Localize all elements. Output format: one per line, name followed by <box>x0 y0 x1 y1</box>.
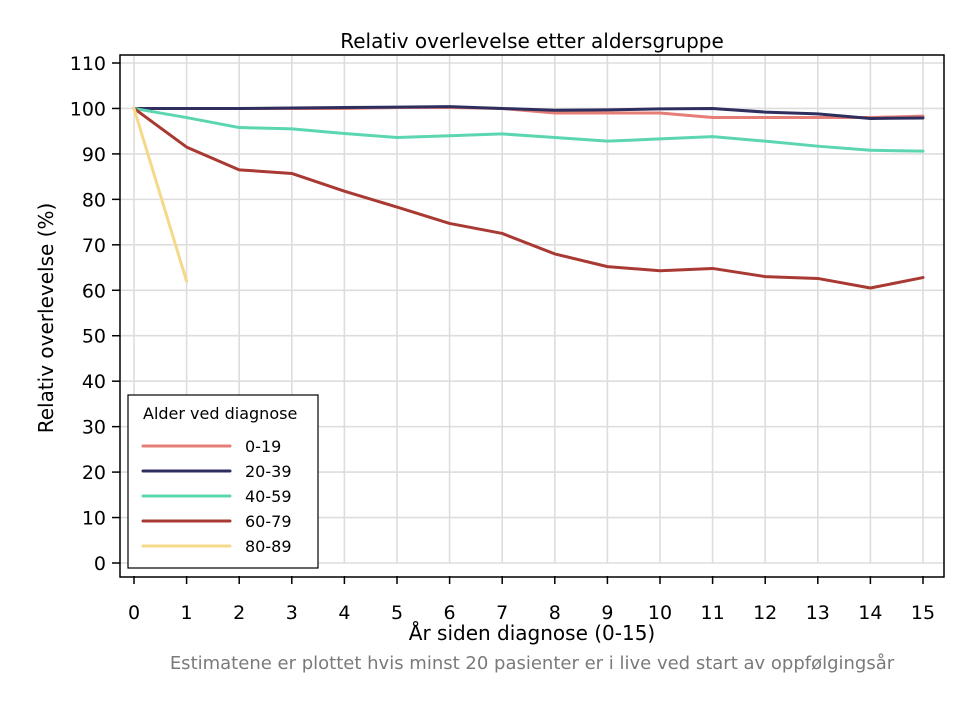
axis-layer: 0 1 2 3 4 5 6 7 8 9 10 11 12 13 14 15010203040506070809… <box>70 53 935 624</box>
x-tick-label: 13 <box>806 602 830 624</box>
y-tick-label: 110 <box>70 53 106 75</box>
y-axis-label: Relativ overlevelse (%) <box>34 203 58 434</box>
x-tick-label: 9 <box>601 602 613 624</box>
y-tick-label: 30 <box>82 417 106 439</box>
legend-label-80-89: 80-89 <box>245 537 292 556</box>
x-tick-label: 11 <box>701 602 725 624</box>
legend-items: 0-19 20-39 40-59 60-79 80-89 <box>141 437 292 556</box>
legend-box <box>127 394 319 569</box>
series-line-80-89 <box>132 106 189 283</box>
x-tick-label: 12 <box>753 602 777 624</box>
chart-title: Relativ overlevelse etter aldersgruppe <box>340 29 724 53</box>
x-tick-label: 1 <box>181 602 193 624</box>
x-tick-label: 10 <box>648 602 672 624</box>
series-line-60-79 <box>132 106 925 290</box>
chart-note: Estimatene er plottet hvis minst 20 pasi… <box>170 653 895 674</box>
series-line-40-59 <box>132 106 925 153</box>
y-tick-label: 20 <box>82 462 106 484</box>
legend-label-0-19: 0-19 <box>245 437 281 456</box>
x-tick-label: 15 <box>911 602 935 624</box>
legend-label-40-59: 40-59 <box>245 487 292 506</box>
x-tick-label: 8 <box>549 602 561 624</box>
legend-title: Alder ved diagnose <box>143 404 297 423</box>
series-layer <box>132 105 925 290</box>
x-tick-label: 0 <box>128 602 140 624</box>
x-tick-label: 7 <box>496 602 508 624</box>
x-axis-label: År siden diagnose (0-15) <box>409 621 655 645</box>
y-tick-label: 0 <box>94 553 106 575</box>
x-tick-label: 2 <box>233 602 245 624</box>
y-tick-label: 40 <box>82 371 106 393</box>
y-tick-label: 60 <box>82 280 106 302</box>
y-tick-label: 80 <box>82 189 106 211</box>
plot-area <box>119 54 945 578</box>
legend: Alder ved diagnose 0-19 20-39 40-59 60-79 80… <box>127 394 319 569</box>
grid-layer <box>120 55 944 564</box>
x-tick-label: 6 <box>444 602 456 624</box>
x-tick-label: 14 <box>858 602 882 624</box>
legend-label-20-39: 20-39 <box>245 462 292 481</box>
y-tick-label: 100 <box>70 98 106 120</box>
y-tick-label: 90 <box>82 144 106 166</box>
x-tick-label: 3 <box>286 602 298 624</box>
y-tick-label: 70 <box>82 235 106 257</box>
x-tick-label: 4 <box>338 602 350 624</box>
x-tick-label: 5 <box>391 602 403 624</box>
series-line-20-39 <box>132 105 925 120</box>
legend-label-60-79: 60-79 <box>245 512 292 531</box>
y-tick-label: 10 <box>82 508 106 530</box>
y-tick-label: 50 <box>82 326 106 348</box>
